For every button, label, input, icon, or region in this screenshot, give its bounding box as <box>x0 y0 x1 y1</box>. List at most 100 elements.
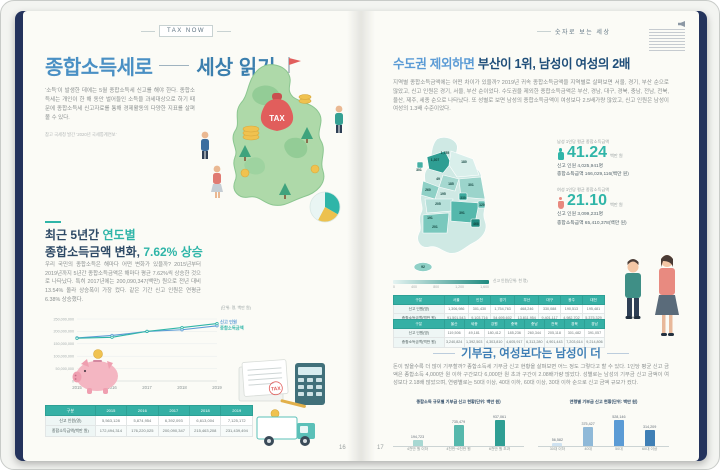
tab-label: TAX NOW <box>159 25 214 37</box>
svg-text:2018: 2018 <box>177 385 187 390</box>
section-heading: 최근 5년간 연도별 종합소득금액 변화, 7.62% 상승 <box>45 221 203 261</box>
tax-bag-label: TAX <box>269 114 285 123</box>
tab-rule-left <box>141 30 155 32</box>
svg-text:301: 301 <box>416 168 422 172</box>
tax-bag <box>260 99 294 131</box>
svg-text:100,000,000: 100,000,000 <box>53 355 74 359</box>
section2-heading-text: 기부금, 여성보다는 남성이 더 <box>461 348 601 360</box>
stat-line: 종합소득금액 65,410,378(백만 원) <box>557 220 627 226</box>
svg-text:185: 185 <box>448 182 454 186</box>
stat-line: 신고 인원 4,025,941명 <box>557 163 604 169</box>
stat-unit: 백만 원 <box>610 153 623 159</box>
stat-line: 종합소득금액 166,029,116(백만 원) <box>557 172 629 178</box>
map-legend: 신고 인원(단위: 천 명) 0 400 800 1,200 1,600 <box>393 279 563 289</box>
legend-gradient-bar <box>393 279 489 284</box>
svg-text:201: 201 <box>432 225 438 229</box>
legend-ticks: 0 400 800 1,200 1,600 <box>393 285 489 289</box>
svg-text:49: 49 <box>436 177 440 181</box>
pie-chart-illustration <box>309 191 341 223</box>
tab-rule-right <box>217 30 232 32</box>
tax-documents-calculator-illustration: TAX <box>238 359 325 408</box>
bar-chart: 56,582 30대 이하 375,427 40대 528,146 50대 314,209 6… <box>538 407 669 453</box>
svg-text:2017: 2017 <box>142 385 152 390</box>
stat-value: 41.24 <box>567 144 608 161</box>
stat-value: 21.10 <box>567 192 608 210</box>
svg-text:92: 92 <box>421 265 425 269</box>
section-tab-right: 숫자로 보는 세상 <box>537 27 610 36</box>
female-icon <box>557 196 564 209</box>
section2-body: 돈이 많을수록 더 많이 기부할까? 종합소득세 기부금 신고 현황을 살펴보면… <box>393 364 669 387</box>
donation-charts: 종합소득 규모별 기부금 신고 현황(단위: 백만 원) 194,723 4천만 … <box>393 399 669 453</box>
page-number-left: 16 <box>339 445 346 451</box>
region-table-1: 구분 서울 인천 경기 부산 대구 광주 대전 신고 인원(명) 1,306,986 301,430… <box>393 294 606 324</box>
svg-text:191: 191 <box>427 216 433 220</box>
income-trend-table: 구분 2015 2016 2017 2018 2019 신고 인원(명) 5,563,128 5… <box>45 404 253 437</box>
gender-stats: 남성 1인당 평균 종합소득금액 41.24 백만 원 신고 인원 4,025,… <box>557 139 687 226</box>
stat-caption: 남성 1인당 평균 종합소득금액 <box>557 139 610 144</box>
speaker-icon <box>678 21 685 27</box>
region-gyeonggi <box>426 150 452 174</box>
svg-text:신고 인원: 신고 인원 <box>220 318 237 325</box>
svg-text:468: 468 <box>473 222 479 226</box>
stat-female: 여성 1인당 평균 종합소득금액 21.10 백만 원 신고 인원 3,099,… <box>557 187 687 225</box>
right-page: 숫자로 보는 세상 수도권 제외하면 부산이 1위, 남성이 여성의 2배 지역… <box>361 11 699 461</box>
delivery-truck-illustration <box>256 409 315 446</box>
people-figures <box>201 105 343 198</box>
svg-text:260: 260 <box>425 188 431 192</box>
region-daegu <box>458 192 468 201</box>
section1-heading: 수도권 제외하면 부산이 1위, 남성이 여성의 2배 <box>393 53 630 72</box>
tab-label-right: 숫자로 보는 세상 <box>555 30 611 36</box>
tab-rule <box>537 31 551 32</box>
heading-highlight: 연도별 <box>102 228 136 242</box>
svg-text:205: 205 <box>435 202 441 206</box>
svg-text:330: 330 <box>460 196 466 200</box>
left-page: TAX NOW 종합소득세로 세상 읽기 ‘소득’이 발생한 데에는 5월 종합… <box>23 11 361 461</box>
heading-bold: 부산이 1위 <box>477 57 533 71</box>
section2-heading: 기부금, 여성보다는 남성이 더 <box>393 345 669 361</box>
chart-caption: 종합소득 규모별 기부금 신고 현황(단위: 백만 원) <box>416 399 501 404</box>
korea-choropleth-map: 1,307 301 1,755 180 49 185 260 195 301 330 120 468 3… <box>413 137 487 272</box>
piggy-bank-illustration <box>72 349 118 394</box>
svg-text:2016: 2016 <box>107 385 117 390</box>
male-icon <box>557 148 564 161</box>
intro-text: ‘소득’이 발생한 데에는 5월 종합소득세 신고를 해야 한다. 종합소득세는… <box>45 88 195 122</box>
heading-bold: , 남성이 여성의 2배 <box>532 57 631 71</box>
region-table-2: 구분 울산 세종 강원 충북 충남 전북 경북 경남 신고 인원(명) 119,506 49,181 1… <box>393 318 606 348</box>
svg-text:301: 301 <box>468 183 474 187</box>
region-busan <box>470 218 481 228</box>
heading-text: 최근 5년간 <box>45 228 103 242</box>
trees <box>239 127 313 199</box>
svg-text:200,000,000: 200,000,000 <box>53 330 74 334</box>
heading-light: 수도권 제외하면 <box>393 57 478 71</box>
coin-stacks <box>240 94 320 178</box>
region-chungbuk <box>438 174 460 192</box>
title-dash <box>159 64 190 67</box>
stat-line: 신고 인원 3,099,231명 <box>557 212 604 218</box>
svg-text:0: 0 <box>72 379 74 383</box>
section1-body: 지역별 종합소득금액에는 어떤 차이가 있을까? 2019년 귀속 종합소득금액… <box>393 80 669 113</box>
legend-caption: 신고 인원(단위: 천 명) <box>493 279 528 283</box>
heading-rule <box>606 352 629 354</box>
svg-text:250,000,000: 250,000,000 <box>53 317 74 321</box>
svg-text:391: 391 <box>459 211 465 215</box>
heading-rule <box>45 221 61 223</box>
page-number-right: 17 <box>377 445 384 451</box>
donation-by-age-chart: 연령별 기부금 신고 현황(단위: 백만 원) 56,582 30대 이하 375,… <box>538 399 669 453</box>
doc-tax-stamp: TAX <box>271 386 282 393</box>
donation-by-income-chart: 종합소득 규모별 기부금 신고 현황(단위: 백만 원) 194,723 4천만 … <box>393 399 524 453</box>
korea-tax-illustration: TAX <box>201 57 343 223</box>
land-patch <box>244 157 265 175</box>
section-body: 우리 국민의 종합소득은 해마다 어떤 변화가 있을까? 2015년부터 201… <box>45 262 201 303</box>
svg-text:195: 195 <box>440 192 446 196</box>
svg-text:150,000,000: 150,000,000 <box>53 342 74 346</box>
region-gangwon <box>448 150 480 178</box>
stat-unit: 백만 원 <box>610 201 623 207</box>
region-jeonnam <box>422 212 450 234</box>
magazine-spread: TAX NOW 종합소득세로 세상 읽기 ‘소득’이 발생한 데에는 5월 종합… <box>15 11 707 461</box>
source-note: 참고 국세청 발간 ‘2020년 국세통계연보’ <box>45 132 117 137</box>
svg-text:120: 120 <box>479 203 485 207</box>
svg-text:180: 180 <box>461 160 467 164</box>
heading-text: 종합소득금액 변화, <box>45 244 144 259</box>
land-patch <box>284 137 308 159</box>
region-value-labels: 1,307 301 1,755 180 49 185 260 195 301 330 120 468 3… <box>416 151 485 269</box>
